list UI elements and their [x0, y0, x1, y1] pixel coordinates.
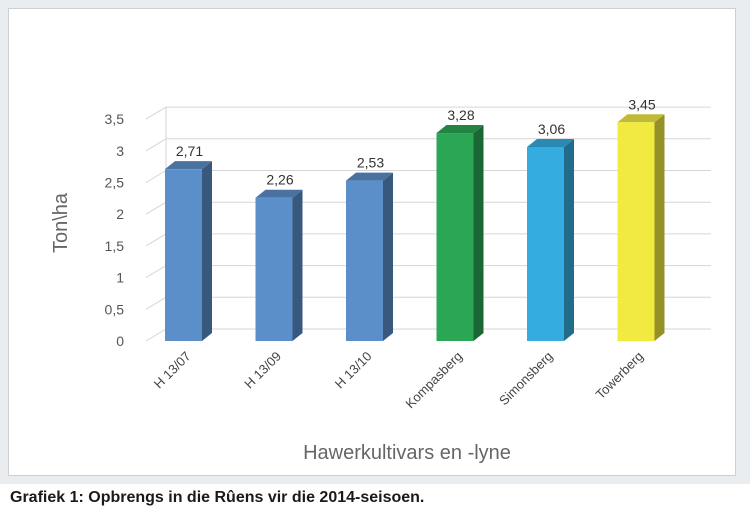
- bar-top: [527, 138, 574, 147]
- bar-top: [165, 161, 212, 170]
- gridline-depth: [145, 296, 167, 310]
- bar: [165, 169, 202, 341]
- bar-side: [292, 189, 303, 341]
- bar: [346, 180, 383, 341]
- y-tick-label: 1,5: [105, 238, 125, 254]
- x-tick-label: Kompasberg: [402, 349, 465, 412]
- y-tick-label: 0: [116, 333, 124, 349]
- bar-top: [346, 172, 393, 181]
- bar-top: [617, 114, 665, 123]
- y-axis-title: Ton\ha: [50, 192, 72, 253]
- gridline-depth: [145, 106, 167, 120]
- x-tick-label: H 13/10: [332, 349, 375, 392]
- figure-caption: Grafiek 1: Opbrengs in die Rûens vir die…: [10, 489, 425, 506]
- bar: [436, 133, 474, 341]
- bar: [617, 122, 655, 342]
- y-tick-label: 3,5: [105, 111, 125, 127]
- data-label: 2,71: [176, 143, 203, 159]
- gridline-depth: [145, 170, 167, 183]
- bar-side: [564, 138, 574, 341]
- x-tick-label: Simonsberg: [496, 349, 556, 409]
- x-tick-label: H 13/07: [151, 349, 194, 392]
- bar-top: [436, 125, 484, 134]
- bar-side: [383, 172, 393, 341]
- bar-top: [255, 189, 303, 198]
- gridline-depth: [145, 265, 167, 279]
- data-label: 2,26: [266, 172, 293, 188]
- gridline-depth: [145, 233, 167, 247]
- gridline-depth: [145, 328, 167, 342]
- y-tick-label: 1: [116, 270, 124, 286]
- bar: [527, 146, 564, 341]
- gridline-depth: [145, 201, 167, 215]
- y-tick-label: 2,5: [105, 175, 125, 191]
- data-label: 2,53: [357, 155, 384, 171]
- gridline-depth: [145, 138, 167, 152]
- x-tick-label: Towerberg: [593, 349, 647, 403]
- chart-panel: 0 0,5 1 1,5 2 2,5 3 3,5 2,71 H 13/07 2,26 H 13/09 2,…: [8, 8, 736, 476]
- bar-side: [202, 161, 212, 341]
- x-axis-title: Hawerkultivars en -lyne: [303, 442, 511, 464]
- data-label: 3,45: [628, 96, 655, 112]
- y-tick-label: 0,5: [105, 301, 125, 317]
- x-tick-label: H 13/09: [241, 349, 284, 392]
- bar: [255, 197, 293, 341]
- bar-side: [654, 114, 665, 342]
- y-tick-label: 3: [116, 143, 124, 159]
- data-label: 3,06: [538, 121, 565, 137]
- y-tick-label: 2: [116, 206, 124, 222]
- bar-chart: 00,511,522,533,52,71H 13/072,26H 13/092,…: [50, 96, 711, 464]
- data-label: 3,28: [447, 107, 474, 123]
- bar-side: [473, 125, 484, 341]
- chart-frame: 0 0,5 1 1,5 2 2,5 3 3,5 2,71 H 13/07 2,26 H 13/09 2,…: [0, 0, 750, 484]
